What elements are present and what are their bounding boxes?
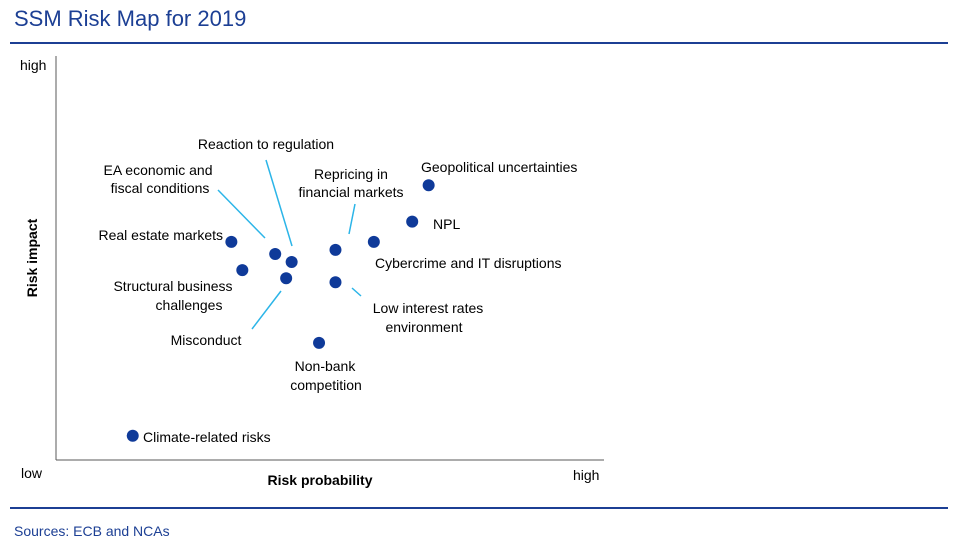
point-label-11: Climate-related risks bbox=[143, 429, 271, 445]
point-label-1: NPL bbox=[433, 216, 460, 232]
data-point-3 bbox=[329, 243, 342, 256]
point-label-0: Geopolitical uncertainties bbox=[421, 159, 577, 175]
data-point-10 bbox=[313, 336, 326, 349]
data-point-8 bbox=[280, 272, 293, 285]
data-point-5 bbox=[269, 247, 282, 260]
data-point-9 bbox=[329, 276, 342, 289]
point-label-7: Structural business challenges bbox=[113, 278, 232, 313]
header-rule bbox=[10, 42, 948, 44]
x-axis-label: Risk probability bbox=[267, 472, 372, 488]
point-label-5: EA economic and fiscal conditions bbox=[104, 162, 213, 196]
x-tick-high: high bbox=[573, 467, 599, 483]
data-point-4 bbox=[285, 256, 298, 269]
y-axis-label: Risk impact bbox=[24, 218, 40, 297]
point-label-2: Cybercrime and IT disruptions bbox=[375, 255, 561, 271]
x-tick-low: low bbox=[21, 465, 43, 481]
footer-rule bbox=[10, 507, 948, 509]
leader-line-5 bbox=[217, 189, 266, 239]
source-note: Sources: ECB and NCAs bbox=[14, 523, 170, 539]
point-label-4: Reaction to regulation bbox=[198, 136, 334, 152]
data-point-11 bbox=[126, 429, 139, 442]
point-label-8: Misconduct bbox=[171, 332, 242, 348]
leader-line-3 bbox=[348, 203, 356, 235]
data-point-1 bbox=[406, 215, 419, 228]
leader-line-9 bbox=[351, 287, 362, 297]
leader-line-8 bbox=[251, 290, 282, 330]
data-point-6 bbox=[225, 235, 238, 248]
leader-line-4 bbox=[265, 159, 293, 247]
y-tick-high: high bbox=[20, 57, 46, 73]
data-point-7 bbox=[236, 264, 249, 277]
point-label-6: Real estate markets bbox=[99, 227, 224, 243]
page-title: SSM Risk Map for 2019 bbox=[14, 6, 247, 31]
point-label-3: Repricing in financial markets bbox=[298, 166, 403, 200]
data-point-2 bbox=[367, 235, 380, 248]
point-label-9: Low interest rates environment bbox=[373, 300, 484, 335]
data-point-0 bbox=[422, 179, 435, 192]
point-label-10: Non-bank competition bbox=[290, 358, 362, 393]
